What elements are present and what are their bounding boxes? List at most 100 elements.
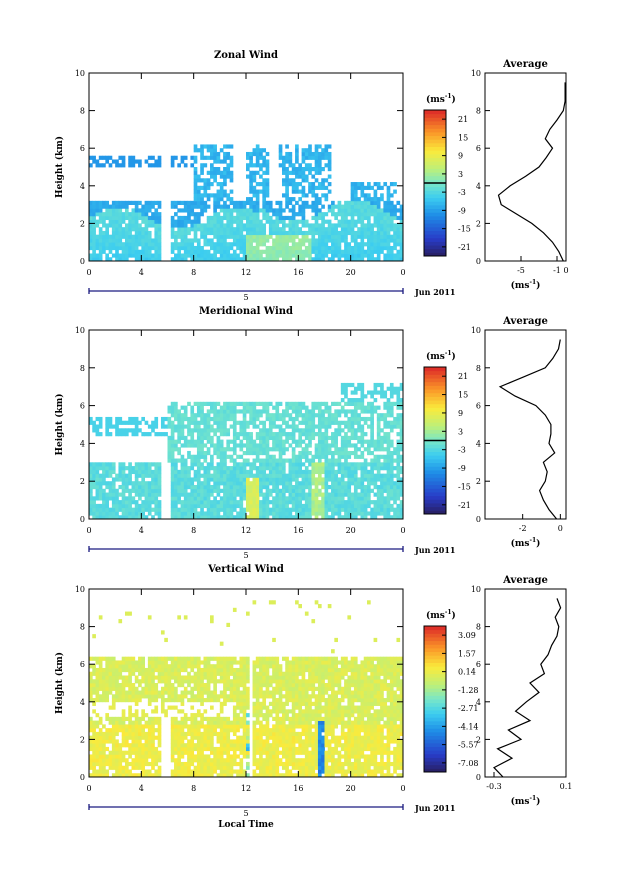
heatmap-cell (351, 496, 355, 500)
heatmap-cell (272, 459, 276, 463)
heatmap-cell (141, 758, 145, 762)
heatmap-cell (112, 227, 116, 231)
heatmap-cell (390, 235, 394, 239)
heatmap-cell (390, 489, 394, 493)
heatmap-cell (109, 762, 113, 766)
heatmap-cell (282, 208, 286, 212)
heatmap-cell (203, 242, 207, 246)
heatmap-cell (289, 425, 293, 429)
heatmap-cell (96, 477, 100, 481)
heatmap-cell (383, 489, 387, 493)
heatmap-cell (318, 481, 322, 485)
heatmap-cell (236, 216, 240, 220)
heatmap-cell (89, 683, 93, 687)
heatmap-cell (115, 253, 119, 257)
heatmap-cell (171, 728, 175, 732)
heatmap-cell (128, 227, 132, 231)
heatmap-cell (115, 212, 119, 216)
heatmap-cell (125, 657, 129, 661)
heatmap-cell (338, 466, 342, 470)
heatmap-cell (243, 223, 247, 227)
heatmap-cell (168, 657, 172, 661)
heatmap-cell (122, 694, 126, 698)
heatmap-cell (217, 511, 221, 515)
heatmap-cell (239, 246, 243, 250)
heatmap-cell (128, 238, 132, 242)
heatmap-cell (190, 687, 194, 691)
heatmap-cell (230, 459, 234, 463)
heatmap-cell (89, 253, 93, 257)
heatmap-cell (200, 205, 204, 209)
heatmap-cell (148, 208, 152, 212)
heatmap-cell (279, 500, 283, 504)
heatmap-cell (128, 223, 132, 227)
heatmap-cell (354, 443, 358, 447)
heatmap-cell (122, 679, 126, 683)
heatmap-cell (213, 470, 217, 474)
heatmap-cell (194, 508, 198, 512)
heatmap-cell (158, 721, 162, 725)
heatmap-cell (292, 462, 296, 466)
heatmap-cell (96, 432, 100, 436)
heatmap-cell (370, 432, 374, 436)
heatmap-cell (148, 751, 152, 755)
heatmap-cell (354, 190, 358, 194)
heatmap-cell (387, 223, 391, 227)
heatmap-cell (174, 156, 178, 160)
heatmap-cell (174, 220, 178, 224)
heatmap-cell (318, 459, 322, 463)
heatmap-cell (161, 687, 165, 691)
heatmap-cell (148, 470, 152, 474)
heatmap-cell (262, 432, 266, 436)
heatmap-cell (177, 447, 181, 451)
heatmap-cell (262, 496, 266, 500)
heatmap-cell (393, 387, 397, 391)
heatmap-cell (370, 451, 374, 455)
heatmap-cell (92, 702, 96, 706)
heatmap-cell (171, 657, 175, 661)
heatmap-cell (383, 201, 387, 205)
heatmap-cell (325, 242, 329, 246)
colorbar-segment (424, 157, 446, 161)
heatmap-cell (239, 212, 243, 216)
heatmap-cell (177, 747, 181, 751)
heatmap-cell (318, 182, 322, 186)
heatmap-cell (351, 212, 355, 216)
heatmap-cell (177, 432, 181, 436)
heatmap-cell (220, 253, 224, 257)
heatmap-cell (374, 459, 378, 463)
heatmap-cell (207, 470, 211, 474)
heatmap-cell (145, 212, 149, 216)
colorbar-segment (424, 481, 446, 485)
heatmap-cell (226, 493, 230, 497)
heatmap-cell (184, 235, 188, 239)
heatmap-cell (383, 459, 387, 463)
heatmap-cell (253, 443, 257, 447)
heatmap-cell (380, 231, 384, 235)
heatmap-cell (158, 668, 162, 672)
colorbar-segment (424, 238, 446, 242)
heatmap-cell (279, 205, 283, 209)
heatmap-cell (256, 413, 260, 417)
xlabel-exp: -1 (529, 537, 536, 544)
heatmap-cell (181, 223, 185, 227)
heatmap-cell (154, 706, 158, 710)
heatmap-cell (96, 713, 100, 717)
colorbar-segment (424, 198, 446, 202)
heatmap-cell (99, 762, 103, 766)
heatmap-cell (161, 664, 165, 668)
heatmap-cell (243, 242, 247, 246)
heatmap-cell (109, 687, 113, 691)
heatmap-cell (243, 250, 247, 254)
heatmap-cell (213, 201, 217, 205)
heatmap-cell (207, 477, 211, 481)
heatmap-cell (393, 205, 397, 209)
heatmap-cell (272, 238, 276, 242)
heatmap-cell (184, 724, 188, 728)
heatmap-cell (132, 159, 136, 163)
heatmap-cell (135, 208, 139, 212)
heatmap-cell (217, 190, 221, 194)
heatmap-cell (275, 250, 279, 254)
heatmap-cell (115, 694, 119, 698)
heatmap-cell (380, 238, 384, 242)
